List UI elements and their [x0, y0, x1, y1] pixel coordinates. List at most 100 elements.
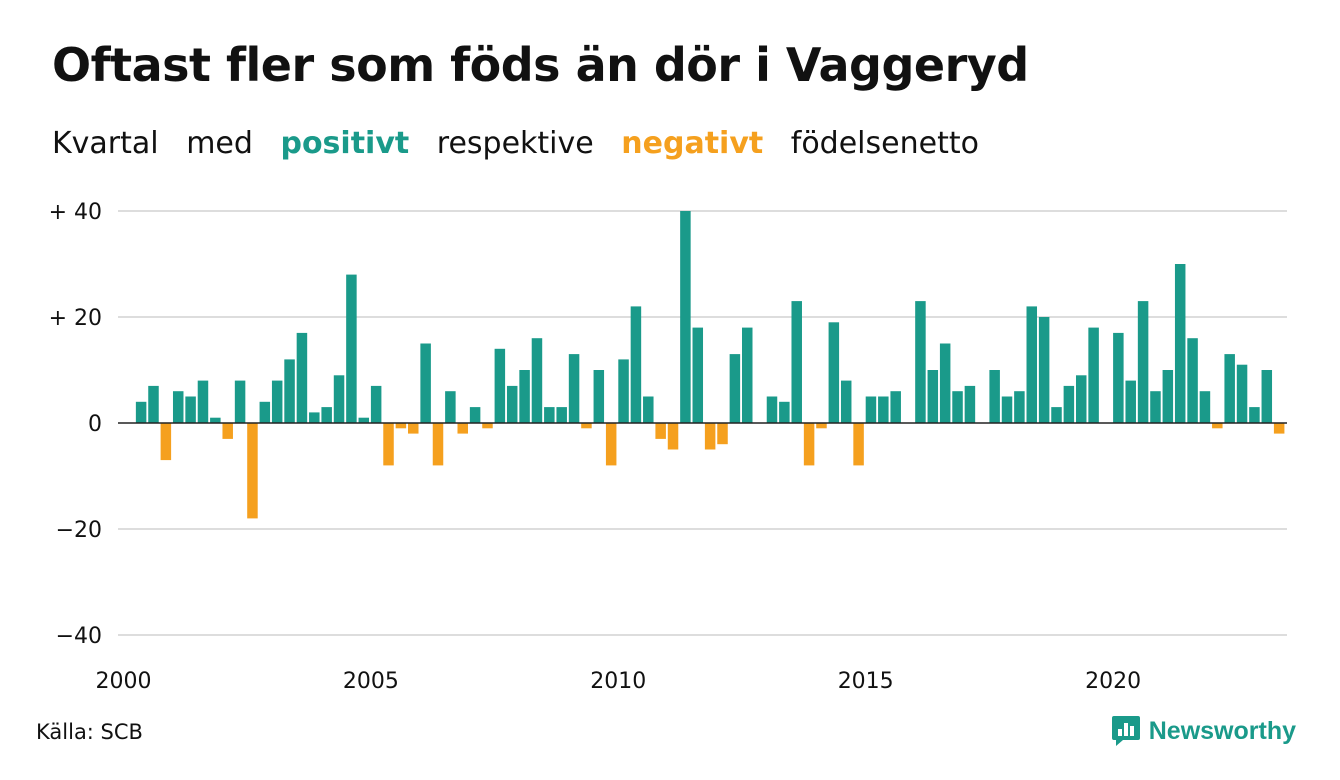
bar-negative	[803, 423, 815, 466]
bar-positive	[618, 359, 629, 423]
bar-positive	[284, 359, 295, 423]
bar-positive	[915, 301, 926, 423]
bar-positive	[692, 327, 704, 423]
bar-negative	[247, 423, 258, 519]
bar-positive	[531, 338, 543, 423]
bar-positive	[210, 417, 221, 423]
bar-positive	[1162, 370, 1174, 423]
x-tick-label: 2000	[96, 669, 152, 694]
bar-positive	[234, 380, 246, 423]
bar-positive	[494, 348, 506, 423]
bar-negative	[1212, 423, 1223, 429]
bar-positive	[1224, 354, 1235, 423]
bar-positive	[556, 407, 567, 423]
bar-positive	[1026, 306, 1038, 423]
bar-positive	[296, 332, 308, 423]
subtitle-positive-label: positivt	[280, 126, 410, 161]
bar-positive	[1075, 375, 1087, 423]
y-tick-label: + 40	[49, 200, 102, 225]
bar-negative	[408, 423, 419, 434]
bar-positive	[185, 396, 196, 423]
y-tick-label: + 20	[49, 306, 102, 331]
bar-positive	[766, 396, 778, 423]
bar-positive	[197, 380, 209, 423]
x-tick-label: 2010	[590, 669, 646, 694]
bar-positive	[321, 407, 332, 423]
bar-positive	[1249, 407, 1260, 423]
chart-title: Oftast fler som föds än dör i Vaggeryd	[52, 38, 1029, 92]
y-tick-label: 0	[88, 412, 102, 437]
bar-positive	[791, 301, 802, 423]
logo-text: Newsworthy	[1148, 716, 1296, 745]
bar-negative	[1273, 423, 1285, 434]
bar-positive	[1063, 385, 1075, 423]
bar-positive	[1014, 391, 1025, 423]
y-tick-label: −20	[56, 518, 102, 543]
bar-negative	[581, 423, 592, 429]
bar-positive	[148, 385, 159, 423]
bar-negative	[717, 423, 728, 445]
bar-negative	[222, 423, 233, 439]
bar-positive	[1174, 264, 1186, 423]
bar-negative	[395, 423, 407, 429]
bar-positive	[1150, 391, 1161, 423]
bar-positive	[271, 380, 283, 423]
subtitle-negative-label: negativt	[621, 126, 764, 161]
bar-positive	[469, 407, 481, 423]
bar-positive	[939, 343, 951, 423]
grid-lines	[118, 210, 1287, 636]
bar-positive	[1038, 317, 1050, 423]
bar-positive	[1137, 301, 1149, 423]
bar-positive	[643, 396, 654, 423]
bar-positive	[1236, 364, 1248, 423]
x-tick-label: 2005	[343, 669, 399, 694]
bar-positive	[840, 380, 852, 423]
subtitle-word-respektive: respektive	[436, 126, 594, 161]
bar-positive	[506, 385, 518, 423]
bar-chart-speech-bubble-icon	[1111, 716, 1140, 746]
x-tick-label: 2020	[1085, 669, 1141, 694]
subtitle-word-fodelsenetto: födelsenetto	[790, 126, 979, 161]
bar-positive	[593, 370, 605, 423]
bar-positive	[828, 322, 840, 423]
bar-negative	[605, 423, 617, 466]
bar-positive	[630, 306, 642, 423]
bar-positive	[1001, 396, 1013, 423]
bar-positive	[779, 401, 790, 423]
bar-positive	[259, 401, 271, 423]
bar-negative	[383, 423, 394, 466]
bar-positive	[333, 375, 345, 423]
subtitle-word-med: med	[186, 126, 253, 161]
bar-positive	[1199, 391, 1211, 423]
bar-positive	[1187, 338, 1198, 423]
bar-positive	[964, 385, 976, 423]
bar-positive	[544, 407, 555, 423]
bar-positive	[1261, 370, 1273, 423]
source-note: Källa: SCB	[36, 720, 143, 744]
bar-positive	[172, 391, 184, 423]
bar-positive	[568, 354, 580, 423]
bar-positive	[519, 370, 530, 423]
bar-positive	[865, 396, 877, 423]
bar-negative	[457, 423, 468, 434]
bar-positive	[1113, 332, 1124, 423]
bar-negative	[655, 423, 666, 439]
y-axis-tick-labels: + 40 + 20 0 −20 −40	[49, 200, 102, 649]
x-tick-label: 2015	[838, 669, 894, 694]
x-axis-tick-labels: 2000 2005 2010 2015 2020	[96, 669, 1142, 694]
bar-negative	[160, 423, 172, 461]
bar-positive	[420, 343, 431, 423]
bar-positive	[346, 274, 357, 423]
bar-positive	[309, 412, 320, 423]
bar-chart: + 40 + 20 0 −20 −40 2000 2005 2010 2015 2020	[49, 200, 1287, 694]
bar-negative	[704, 423, 716, 450]
bar-positive	[370, 385, 382, 423]
bar-negative	[816, 423, 827, 429]
bar-positive	[1088, 327, 1099, 423]
newsworthy-logo: Newsworthy	[1111, 714, 1296, 748]
bar-positive	[680, 211, 691, 423]
bar-positive	[890, 391, 901, 423]
bar-negative	[853, 423, 864, 466]
bar-positive	[878, 396, 889, 423]
bar-positive	[358, 417, 370, 423]
